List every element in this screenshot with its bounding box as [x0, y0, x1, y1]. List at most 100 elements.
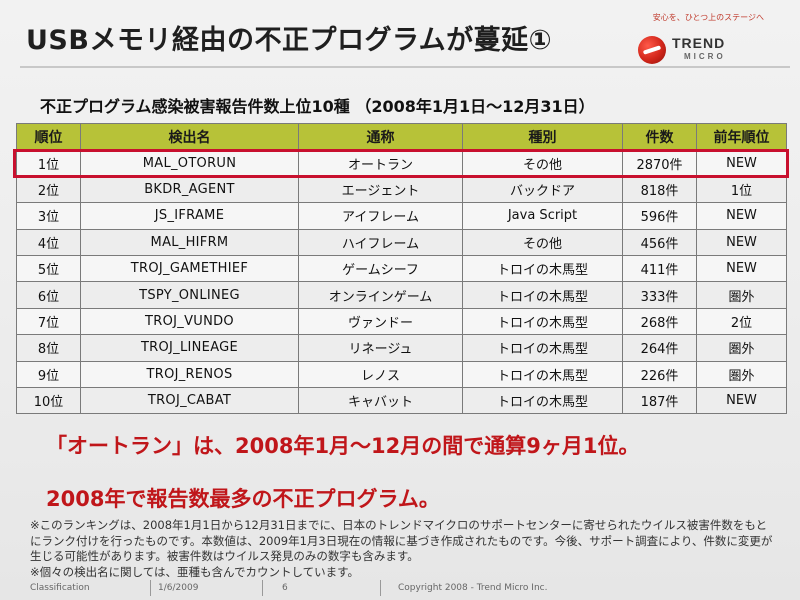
cell-detection-name: BKDR_AGENT	[80, 175, 299, 204]
ranking-table-body: 1位 MAL_OTORUN オートラン その他 2870件 NEW 2位 BKDR_AGENT…	[16, 149, 787, 415]
cell-count: 456件	[622, 228, 697, 256]
cell-alias: アイフレーム	[298, 202, 463, 230]
table-row: 4位 MAL_HIFRM ハイフレーム その他 456件 NEW	[16, 228, 787, 256]
cell-rank: 9位	[16, 360, 81, 388]
cell-previous-rank: NEW	[696, 386, 787, 415]
cell-detection-name: JS_IFRAME	[80, 202, 299, 230]
cell-type: Java Script	[462, 202, 623, 230]
table-row: 7位 TROJ_VUNDO ヴァンドー トロイの木馬型 268件 2位	[16, 307, 787, 336]
column-header-detection-name: 検出名	[80, 122, 299, 151]
table-header-row: 順位 検出名 通称 種別 件数 前年順位	[16, 122, 787, 151]
autorun-note: 「オートラン」は、2008年1月～12月の間で通算9ヶ月1位。	[46, 434, 640, 458]
brand-tagline: 安心を、ひとつ上のステージへ	[652, 13, 764, 22]
cell-type: その他	[462, 149, 623, 177]
table-row: 8位 TROJ_LINEAGE リネージュ トロイの木馬型 264件 圏外	[16, 334, 787, 362]
footnote: ※このランキングは、2008年1月1日から12月31日までに、日本のトレンドマイ…	[30, 518, 775, 580]
footnote-ranking-basis: ※このランキングは、2008年1月1日から12月31日までに、日本のトレンドマイ…	[30, 518, 773, 563]
cell-detection-name: TROJ_LINEAGE	[80, 334, 299, 362]
cell-detection-name: MAL_HIFRM	[80, 228, 299, 256]
footnote-variants: ※個々の検出名に関しては、亜種も含んでカウントしています。	[30, 564, 359, 579]
cell-alias: ゲームシーフ	[298, 254, 463, 283]
cell-previous-rank: 圏外	[696, 281, 787, 309]
cell-count: 333件	[622, 281, 697, 309]
table-row: 10位 TROJ_CABAT キャバット トロイの木馬型 187件 NEW	[16, 386, 787, 415]
cell-type: トロイの木馬型	[462, 386, 623, 415]
cell-type: トロイの木馬型	[462, 360, 623, 388]
cell-previous-rank: 1位	[696, 175, 787, 204]
cell-previous-rank: NEW	[696, 149, 787, 177]
cell-rank: 3位	[16, 202, 81, 230]
cell-type: トロイの木馬型	[462, 281, 623, 309]
cell-count: 268件	[622, 307, 697, 336]
column-header-alias: 通称	[298, 122, 463, 151]
table-row: 2位 BKDR_AGENT エージェント バックドア 818件 1位	[16, 175, 787, 204]
title-divider	[20, 66, 790, 68]
cell-type: トロイの木馬型	[462, 307, 623, 336]
cell-rank: 2位	[16, 175, 81, 204]
cell-rank: 1位	[16, 149, 81, 177]
cell-count: 596件	[622, 202, 697, 230]
ranking-table-container: 順位 検出名 通称 種別 件数 前年順位 1位 MAL_OTORUN オートラン その…	[13, 122, 789, 415]
cell-alias: レノス	[298, 360, 463, 388]
table-row: 6位 TSPY_ONLINEG オンラインゲーム トロイの木馬型 333件 圏外	[16, 281, 787, 309]
trend-micro-ball-icon	[638, 36, 666, 64]
ranking-table: 順位 検出名 通称 種別 件数 前年順位 1位 MAL_OTORUN オートラン その…	[16, 122, 787, 415]
table-row: 5位 TROJ_GAMETHIEF ゲームシーフ トロイの木馬型 411件 NEW	[16, 254, 787, 283]
footer-page-number: 6	[282, 583, 288, 593]
cell-detection-name: TROJ_VUNDO	[80, 307, 299, 336]
cell-count: 818件	[622, 175, 697, 204]
cell-type: バックドア	[462, 175, 623, 204]
cell-alias: オンラインゲーム	[298, 281, 463, 309]
cell-alias: キャバット	[298, 386, 463, 415]
cell-previous-rank: 圏外	[696, 334, 787, 362]
cell-count: 226件	[622, 360, 697, 388]
cell-rank: 5位	[16, 254, 81, 283]
cell-previous-rank: NEW	[696, 228, 787, 256]
trend-micro-logo: TREND MICRO	[638, 32, 768, 64]
cell-detection-name: TSPY_ONLINEG	[80, 281, 299, 309]
cell-detection-name: TROJ_GAMETHIEF	[80, 254, 299, 283]
logo-sub: MICRO	[684, 52, 726, 61]
cell-count: 2870件	[622, 149, 697, 177]
column-header-type: 種別	[462, 122, 623, 151]
footer-copyright: Copyright 2008 - Trend Micro Inc.	[398, 583, 548, 593]
cell-alias: エージェント	[298, 175, 463, 204]
footer-separator	[262, 580, 263, 596]
cell-rank: 7位	[16, 307, 81, 336]
column-header-previous-rank: 前年順位	[696, 122, 787, 151]
table-row: 1位 MAL_OTORUN オートラン その他 2870件 NEW	[16, 149, 787, 177]
logo-name: TREND	[672, 35, 726, 51]
slide-title: USBメモリ経由の不正プログラムが蔓延①	[26, 25, 552, 56]
cell-alias: ヴァンドー	[298, 307, 463, 336]
table-subtitle: 不正プログラム感染被害報告件数上位10種 （2008年1月1日～12月31日）	[40, 97, 595, 116]
cell-count: 264件	[622, 334, 697, 362]
cell-previous-rank: 圏外	[696, 360, 787, 388]
cell-detection-name: TROJ_CABAT	[80, 386, 299, 415]
cell-count: 411件	[622, 254, 697, 283]
footer-date: 1/6/2009	[158, 583, 199, 593]
cell-alias: リネージュ	[298, 334, 463, 362]
cell-rank: 6位	[16, 281, 81, 309]
cell-rank: 10位	[16, 386, 81, 415]
cell-alias: ハイフレーム	[298, 228, 463, 256]
column-header-rank: 順位	[16, 122, 81, 151]
cell-count: 187件	[622, 386, 697, 415]
cell-detection-name: TROJ_RENOS	[80, 360, 299, 388]
footer-classification: Classification	[30, 583, 90, 593]
cell-previous-rank: 2位	[696, 307, 787, 336]
table-row: 3位 JS_IFRAME アイフレーム Java Script 596件 NEW	[16, 202, 787, 230]
cell-type: トロイの木馬型	[462, 334, 623, 362]
cell-alias: オートラン	[298, 149, 463, 177]
cell-type: トロイの木馬型	[462, 254, 623, 283]
table-row: 9位 TROJ_RENOS レノス トロイの木馬型 226件 圏外	[16, 360, 787, 388]
column-header-count: 件数	[622, 122, 697, 151]
most-reported-note: 2008年で報告数最多の不正プログラム。	[46, 487, 440, 511]
cell-rank: 8位	[16, 334, 81, 362]
footer-separator	[150, 580, 151, 596]
cell-previous-rank: NEW	[696, 254, 787, 283]
cell-detection-name: MAL_OTORUN	[80, 149, 299, 177]
cell-rank: 4位	[16, 228, 81, 256]
slide-footer: Classification 1/6/2009 6 Copyright 2008…	[0, 580, 800, 600]
cell-type: その他	[462, 228, 623, 256]
